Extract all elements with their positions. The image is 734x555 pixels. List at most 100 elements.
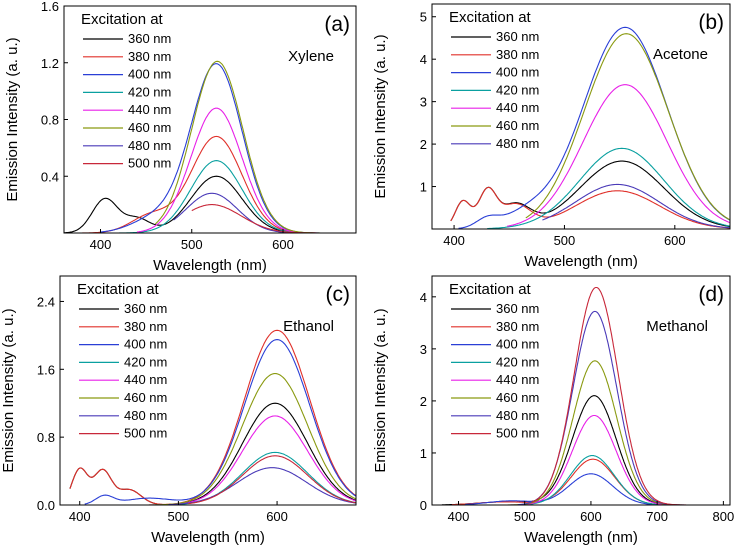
series-group [64, 60, 356, 233]
series-line-460-nm [148, 372, 356, 505]
series-line-420-nm [478, 455, 730, 505]
y-tick-label: 2 [420, 394, 427, 409]
legend-entry: 500 nm [124, 426, 167, 441]
legend-entry: 400 nm [496, 65, 539, 80]
legend-entry: 400 nm [496, 337, 539, 352]
legend-entry: 360 nm [496, 301, 539, 316]
y-tick-label: 3 [420, 342, 427, 357]
y-tick-label: 0.8 [41, 113, 59, 128]
series-line-460-nm [504, 360, 730, 505]
legend-entry: 460 nm [496, 390, 539, 405]
legend-entry: 400 nm [124, 337, 167, 352]
legend-entry: 480 nm [124, 408, 167, 423]
legend-entry: 360 nm [496, 29, 539, 44]
y-tick-label: 4 [420, 290, 427, 305]
y-tick-label: 0.0 [37, 498, 55, 513]
series-line-380-nm [82, 135, 356, 233]
series-group [69, 329, 356, 505]
x-tick-label: 500 [181, 237, 203, 252]
x-axis-label: Wavelength (nm) [153, 257, 267, 274]
series-line-380-nm [451, 458, 730, 505]
y-tick-label: 5 [420, 10, 427, 25]
series-line-440-nm [136, 107, 356, 233]
panel-label: (c) [326, 283, 351, 306]
x-axis-label: Wavelength (nm) [151, 529, 265, 546]
series-line-420-nm [118, 160, 356, 233]
panel-label: (a) [324, 13, 350, 36]
x-tick-label: 600 [272, 237, 294, 252]
y-tick-label: 0 [420, 498, 427, 513]
y-tick-label: 0.4 [41, 169, 59, 184]
x-tick-label: 500 [168, 509, 190, 524]
x-tick-label: 600 [580, 509, 602, 524]
y-tick-label: 2.4 [37, 294, 55, 309]
solvent-label: Ethanol [283, 318, 334, 335]
x-tick-label: 700 [646, 509, 668, 524]
x-tick-label: 400 [448, 509, 470, 524]
legend-entry: 400 nm [128, 67, 171, 82]
legend-title: Excitation at [449, 9, 532, 26]
panel-2: 400 500 600 1 2 3 4 5 Wavelength (nm) Emission In… [372, 3, 731, 270]
series-line-360-nm [69, 402, 356, 505]
solvent-label: Methanol [646, 318, 708, 335]
legend-entry: 360 nm [124, 301, 167, 316]
x-tick-label: 800 [713, 509, 734, 524]
x-tick-label: 500 [554, 233, 576, 248]
y-tick-label: 1 [420, 180, 427, 195]
legend-entry: 420 nm [128, 84, 171, 99]
series-line-440-nm [491, 414, 730, 505]
series-line-500-nm [191, 204, 356, 233]
legend-title: Excitation at [77, 281, 160, 298]
legend-title: Excitation at [81, 11, 164, 28]
series-line-440-nm [507, 84, 730, 227]
series-line-360-nm [450, 160, 730, 228]
series-group [450, 26, 730, 229]
legend-entry: 420 nm [124, 354, 167, 369]
legend-entry: 500 nm [496, 426, 539, 441]
series-group [441, 286, 730, 505]
y-axis-label: Emission Intensity (a. u.) [4, 37, 21, 201]
x-tick-label: 500 [514, 509, 536, 524]
series-line-480-nm [542, 183, 730, 229]
y-tick-label: 1.2 [41, 56, 59, 71]
x-tick-label: 600 [266, 509, 288, 524]
legend-entry: 420 nm [496, 354, 539, 369]
panel-label: (b) [698, 11, 724, 34]
y-axis-label: Emission Intensity (a. u.) [372, 308, 389, 472]
legend-entry: 440 nm [124, 372, 167, 387]
x-tick-label: 400 [69, 509, 91, 524]
panel-1: 400 500 600 0.4 0.8 1.2 1.6 Wavelength (nm) Emis… [4, 0, 357, 274]
legend-entry: 480 nm [496, 408, 539, 423]
legend-entry: 380 nm [496, 319, 539, 334]
series-line-460-nm [525, 33, 730, 221]
y-tick-label: 1.6 [41, 0, 59, 14]
x-tick-label: 400 [443, 233, 465, 248]
legend-entry: 380 nm [496, 47, 539, 62]
legend-entry: 460 nm [128, 120, 171, 135]
panel-4: 400 500 600 700 800 0 1 2 3 4 Wavelength (nm) Emiss… [372, 275, 734, 546]
legend-entry: 440 nm [496, 100, 539, 115]
legend-title: Excitation at [449, 281, 532, 298]
series-line-380-nm [450, 186, 730, 229]
legend-entry: 500 nm [128, 156, 171, 171]
series-line-420-nm [109, 451, 356, 505]
legend-entry: 440 nm [128, 102, 171, 117]
plot-frame [431, 275, 731, 506]
legend-entry: 460 nm [124, 390, 167, 405]
plot-frame [431, 3, 731, 230]
y-tick-label: 4 [420, 52, 427, 67]
series-line-400-nm [84, 339, 356, 505]
legend-entry: 480 nm [496, 136, 539, 151]
solvent-label: Acetone [653, 46, 708, 63]
legend-entry: 380 nm [128, 49, 171, 64]
y-axis-label: Emission Intensity (a. u.) [372, 34, 389, 198]
legend-entry: 380 nm [124, 319, 167, 334]
series-line-480-nm [168, 467, 356, 505]
y-tick-label: 1.6 [37, 362, 55, 377]
y-tick-label: 2 [420, 137, 427, 152]
panel-3: 400 500 600 0.0 0.8 1.6 2.4 Wavelength (nm) Emis… [0, 275, 357, 546]
plot-frame [59, 275, 357, 506]
legend-entry: 480 nm [128, 138, 171, 153]
y-axis-label: Emission Intensity (a. u.) [0, 308, 17, 472]
